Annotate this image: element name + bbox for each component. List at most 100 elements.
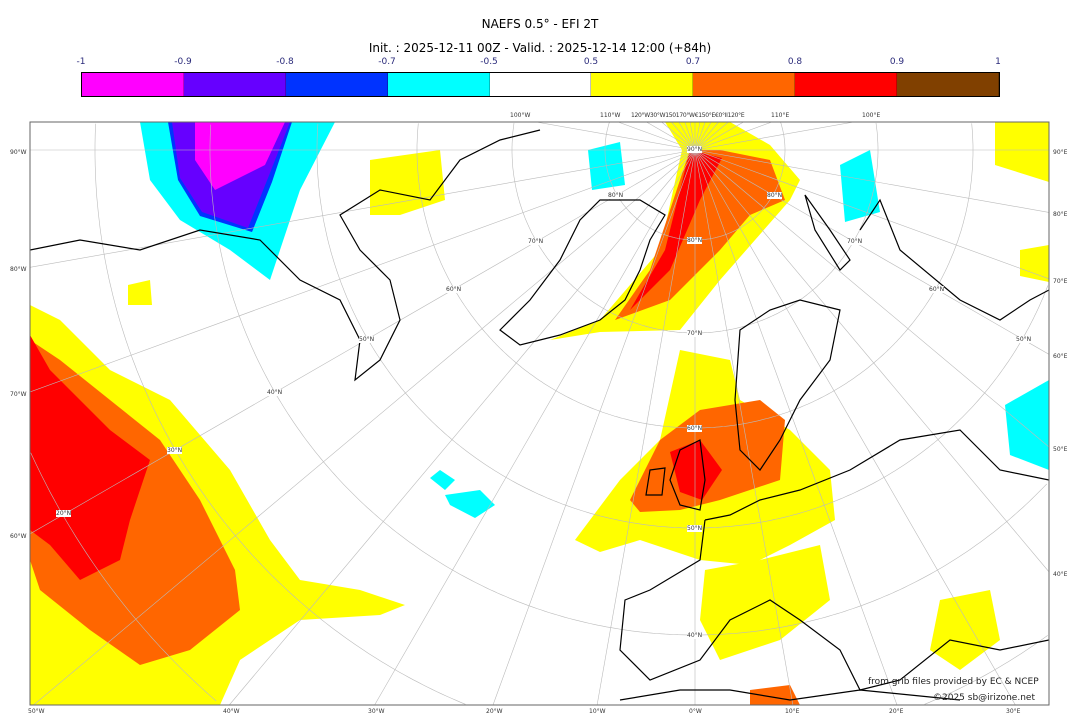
meridian-line — [374, 149, 696, 705]
efi-area-red — [670, 440, 722, 500]
lat-label: 60°N — [929, 286, 945, 293]
lon-label: 30°E — [1006, 708, 1021, 715]
lat-label: 30°N — [167, 447, 183, 454]
efi-area-magenta — [195, 122, 285, 190]
source-credit: from grib files provided by EC & NCEP — [868, 677, 1039, 687]
lat-label: 50°N — [359, 336, 375, 343]
efi-area-red — [630, 150, 722, 310]
lat-label: 90°N — [687, 146, 703, 153]
lon-label: 50°E — [1053, 446, 1068, 453]
lon-label: 60°W — [10, 533, 27, 540]
map-frame — [29, 121, 1050, 706]
meridian-line — [694, 122, 701, 151]
meridian-line — [694, 149, 898, 705]
meridian-line — [30, 149, 696, 393]
colorbar-tick: 0.8 — [787, 57, 803, 67]
lon-label: 50°W — [28, 708, 45, 715]
meridian-line — [694, 122, 773, 151]
colorbar-tick: -1 — [76, 57, 86, 67]
efi-area-cyan — [445, 490, 495, 518]
lon-label: 100°E — [862, 112, 881, 119]
meridian-line — [617, 122, 696, 151]
efi-area-yellow — [995, 122, 1049, 182]
meridian-line — [694, 149, 1049, 448]
lon-label: 70°E — [1053, 278, 1068, 285]
lon-label: 110°E — [771, 112, 790, 119]
parallel-line — [94, 123, 1048, 705]
efi-fill-layer — [30, 122, 1049, 705]
colorbar-segment — [387, 73, 490, 96]
colorbar-segment — [693, 73, 796, 96]
lon-label: 10°E — [785, 708, 800, 715]
meridian-line — [536, 122, 696, 151]
lon-label: 80°W — [10, 266, 27, 273]
colorbar-tick: -0.8 — [276, 57, 294, 67]
lat-label: 20°N — [56, 510, 72, 517]
copyright: ©2025 sb@irizone.net — [933, 693, 1035, 703]
meridian-line — [694, 122, 744, 151]
meridian-line — [646, 122, 696, 151]
colorbar-tick: 0.9 — [889, 57, 905, 67]
lat-label: 40°N — [687, 632, 703, 639]
coast-africa — [619, 689, 961, 701]
colorbar-tick: -0.5 — [480, 57, 498, 67]
coastlines — [30, 129, 1049, 701]
colorbar-tick: 0.5 — [583, 57, 599, 67]
meridian-line — [596, 149, 696, 705]
efi-area-cyan — [430, 470, 455, 490]
coast-north-america — [30, 129, 541, 382]
coast-british-isles — [645, 439, 706, 511]
meridian-line — [671, 122, 696, 151]
meridian-line — [694, 122, 706, 151]
parallel-line — [416, 123, 974, 429]
lon-label: 40°E — [1053, 571, 1068, 578]
lon-label: 120°W30°W150170°W€150°E€0°II120°E — [631, 112, 745, 119]
lon-label: 20°E — [889, 708, 904, 715]
meridian-line — [689, 122, 696, 151]
map-title: NAEFS 0.5° - EFI 2T — [481, 17, 599, 31]
efi-area-cyan — [1005, 380, 1049, 470]
map-subtitle: Init. : 2025-12-11 00Z - Valid. : 2025-1… — [368, 41, 712, 55]
meridian-line — [694, 122, 719, 151]
colorbar-segment — [897, 73, 1000, 96]
graticule — [30, 122, 1049, 705]
colorbar — [81, 72, 1000, 97]
efi-area-yellow — [930, 590, 1000, 670]
coast-greenland — [499, 199, 666, 346]
meridian-line — [661, 122, 696, 151]
meridian-line — [694, 149, 1049, 573]
lat-label: 70°N — [847, 238, 863, 245]
meridian-line — [694, 149, 1049, 355]
efi-area-yellow — [1020, 245, 1049, 282]
meridian-line — [694, 122, 712, 151]
meridian-line — [694, 149, 794, 705]
meridian-line — [694, 122, 854, 151]
colorbar-segment — [795, 73, 898, 96]
lon-label: 60°E — [1053, 353, 1068, 360]
efi-area-cyan — [840, 150, 880, 222]
coast-europe — [619, 429, 1049, 691]
lat-label: 40°N — [267, 389, 283, 396]
lon-label: 100°W — [510, 112, 531, 119]
parallel-line — [209, 124, 1048, 636]
coast-scandinavia — [734, 299, 841, 471]
lat-label: 50°N — [687, 525, 703, 532]
parallel-line — [30, 452, 217, 702]
lat-label: 70°N — [687, 330, 703, 337]
colorbar-segment — [285, 73, 388, 96]
meridian-line — [492, 149, 696, 705]
efi-area-yellow — [128, 280, 152, 305]
colorbar-tick: -0.9 — [174, 57, 192, 67]
efi-area-red — [30, 335, 150, 580]
meridian-line — [33, 149, 696, 705]
colorbar-segment — [183, 73, 286, 96]
lon-label: 70°W — [10, 391, 27, 398]
colorbar-segment — [82, 73, 184, 96]
lat-label: 60°N — [687, 425, 703, 432]
coast-novaya-zemlya — [804, 194, 851, 271]
lat-label: 70°N — [528, 238, 544, 245]
colorbar-tick: -0.7 — [378, 57, 396, 67]
colorbar-segment — [591, 73, 694, 96]
lat-label: 60°N — [446, 286, 462, 293]
